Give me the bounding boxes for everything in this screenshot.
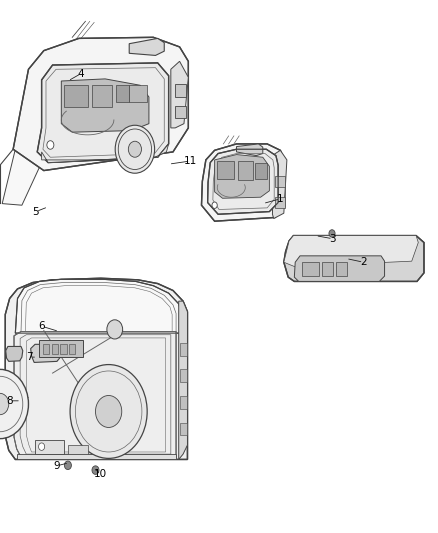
Bar (180, 396, 187, 409)
Bar (275, 197, 285, 208)
Circle shape (0, 393, 9, 415)
Bar (60, 344, 67, 354)
Polygon shape (129, 38, 164, 55)
Polygon shape (284, 236, 418, 266)
Bar (116, 85, 129, 102)
Bar (180, 343, 187, 356)
Circle shape (329, 230, 335, 237)
Circle shape (212, 202, 217, 208)
Polygon shape (208, 149, 278, 214)
Circle shape (92, 466, 99, 474)
Bar (217, 161, 234, 179)
Polygon shape (15, 279, 182, 333)
Circle shape (64, 461, 71, 470)
Bar (175, 84, 186, 97)
Polygon shape (215, 155, 269, 198)
Polygon shape (14, 332, 176, 457)
Bar (129, 85, 147, 102)
Bar (302, 262, 319, 276)
Polygon shape (201, 144, 285, 221)
Bar (322, 262, 333, 276)
Circle shape (39, 443, 45, 450)
Text: 5: 5 (32, 207, 39, 216)
Bar (180, 423, 187, 435)
Bar (238, 161, 253, 180)
Polygon shape (179, 301, 187, 459)
Text: 1: 1 (277, 194, 284, 204)
Bar (92, 85, 112, 107)
Circle shape (70, 365, 147, 458)
Polygon shape (294, 256, 385, 281)
Text: 2: 2 (360, 257, 367, 267)
Polygon shape (13, 37, 188, 171)
Circle shape (107, 320, 123, 339)
Bar (180, 369, 187, 382)
Text: 3: 3 (329, 234, 336, 244)
Text: 4: 4 (78, 69, 85, 78)
Circle shape (128, 141, 141, 157)
Text: 6: 6 (38, 321, 45, 331)
Bar (43, 344, 49, 354)
Bar (336, 262, 347, 276)
Bar (39, 340, 83, 357)
Bar (175, 106, 186, 118)
Text: 9: 9 (53, 461, 60, 471)
Circle shape (115, 125, 155, 173)
Polygon shape (68, 445, 88, 454)
Polygon shape (31, 344, 61, 362)
Polygon shape (171, 61, 188, 128)
Bar (52, 344, 58, 354)
Polygon shape (272, 150, 287, 219)
Bar (69, 344, 75, 354)
Polygon shape (61, 79, 149, 132)
Polygon shape (2, 133, 42, 205)
Polygon shape (35, 440, 64, 454)
Polygon shape (284, 236, 424, 281)
Polygon shape (6, 346, 23, 361)
Bar (255, 163, 267, 179)
Text: 7: 7 (26, 352, 33, 362)
Circle shape (47, 141, 54, 149)
Circle shape (95, 395, 122, 427)
Polygon shape (5, 278, 187, 459)
Text: 8: 8 (6, 396, 13, 406)
Text: 11: 11 (184, 156, 197, 166)
Bar (275, 176, 285, 187)
Bar (64, 85, 88, 107)
Circle shape (0, 369, 28, 439)
Text: 10: 10 (94, 470, 107, 479)
Polygon shape (237, 144, 263, 156)
Polygon shape (37, 63, 169, 163)
Polygon shape (42, 144, 169, 163)
Polygon shape (17, 454, 176, 459)
